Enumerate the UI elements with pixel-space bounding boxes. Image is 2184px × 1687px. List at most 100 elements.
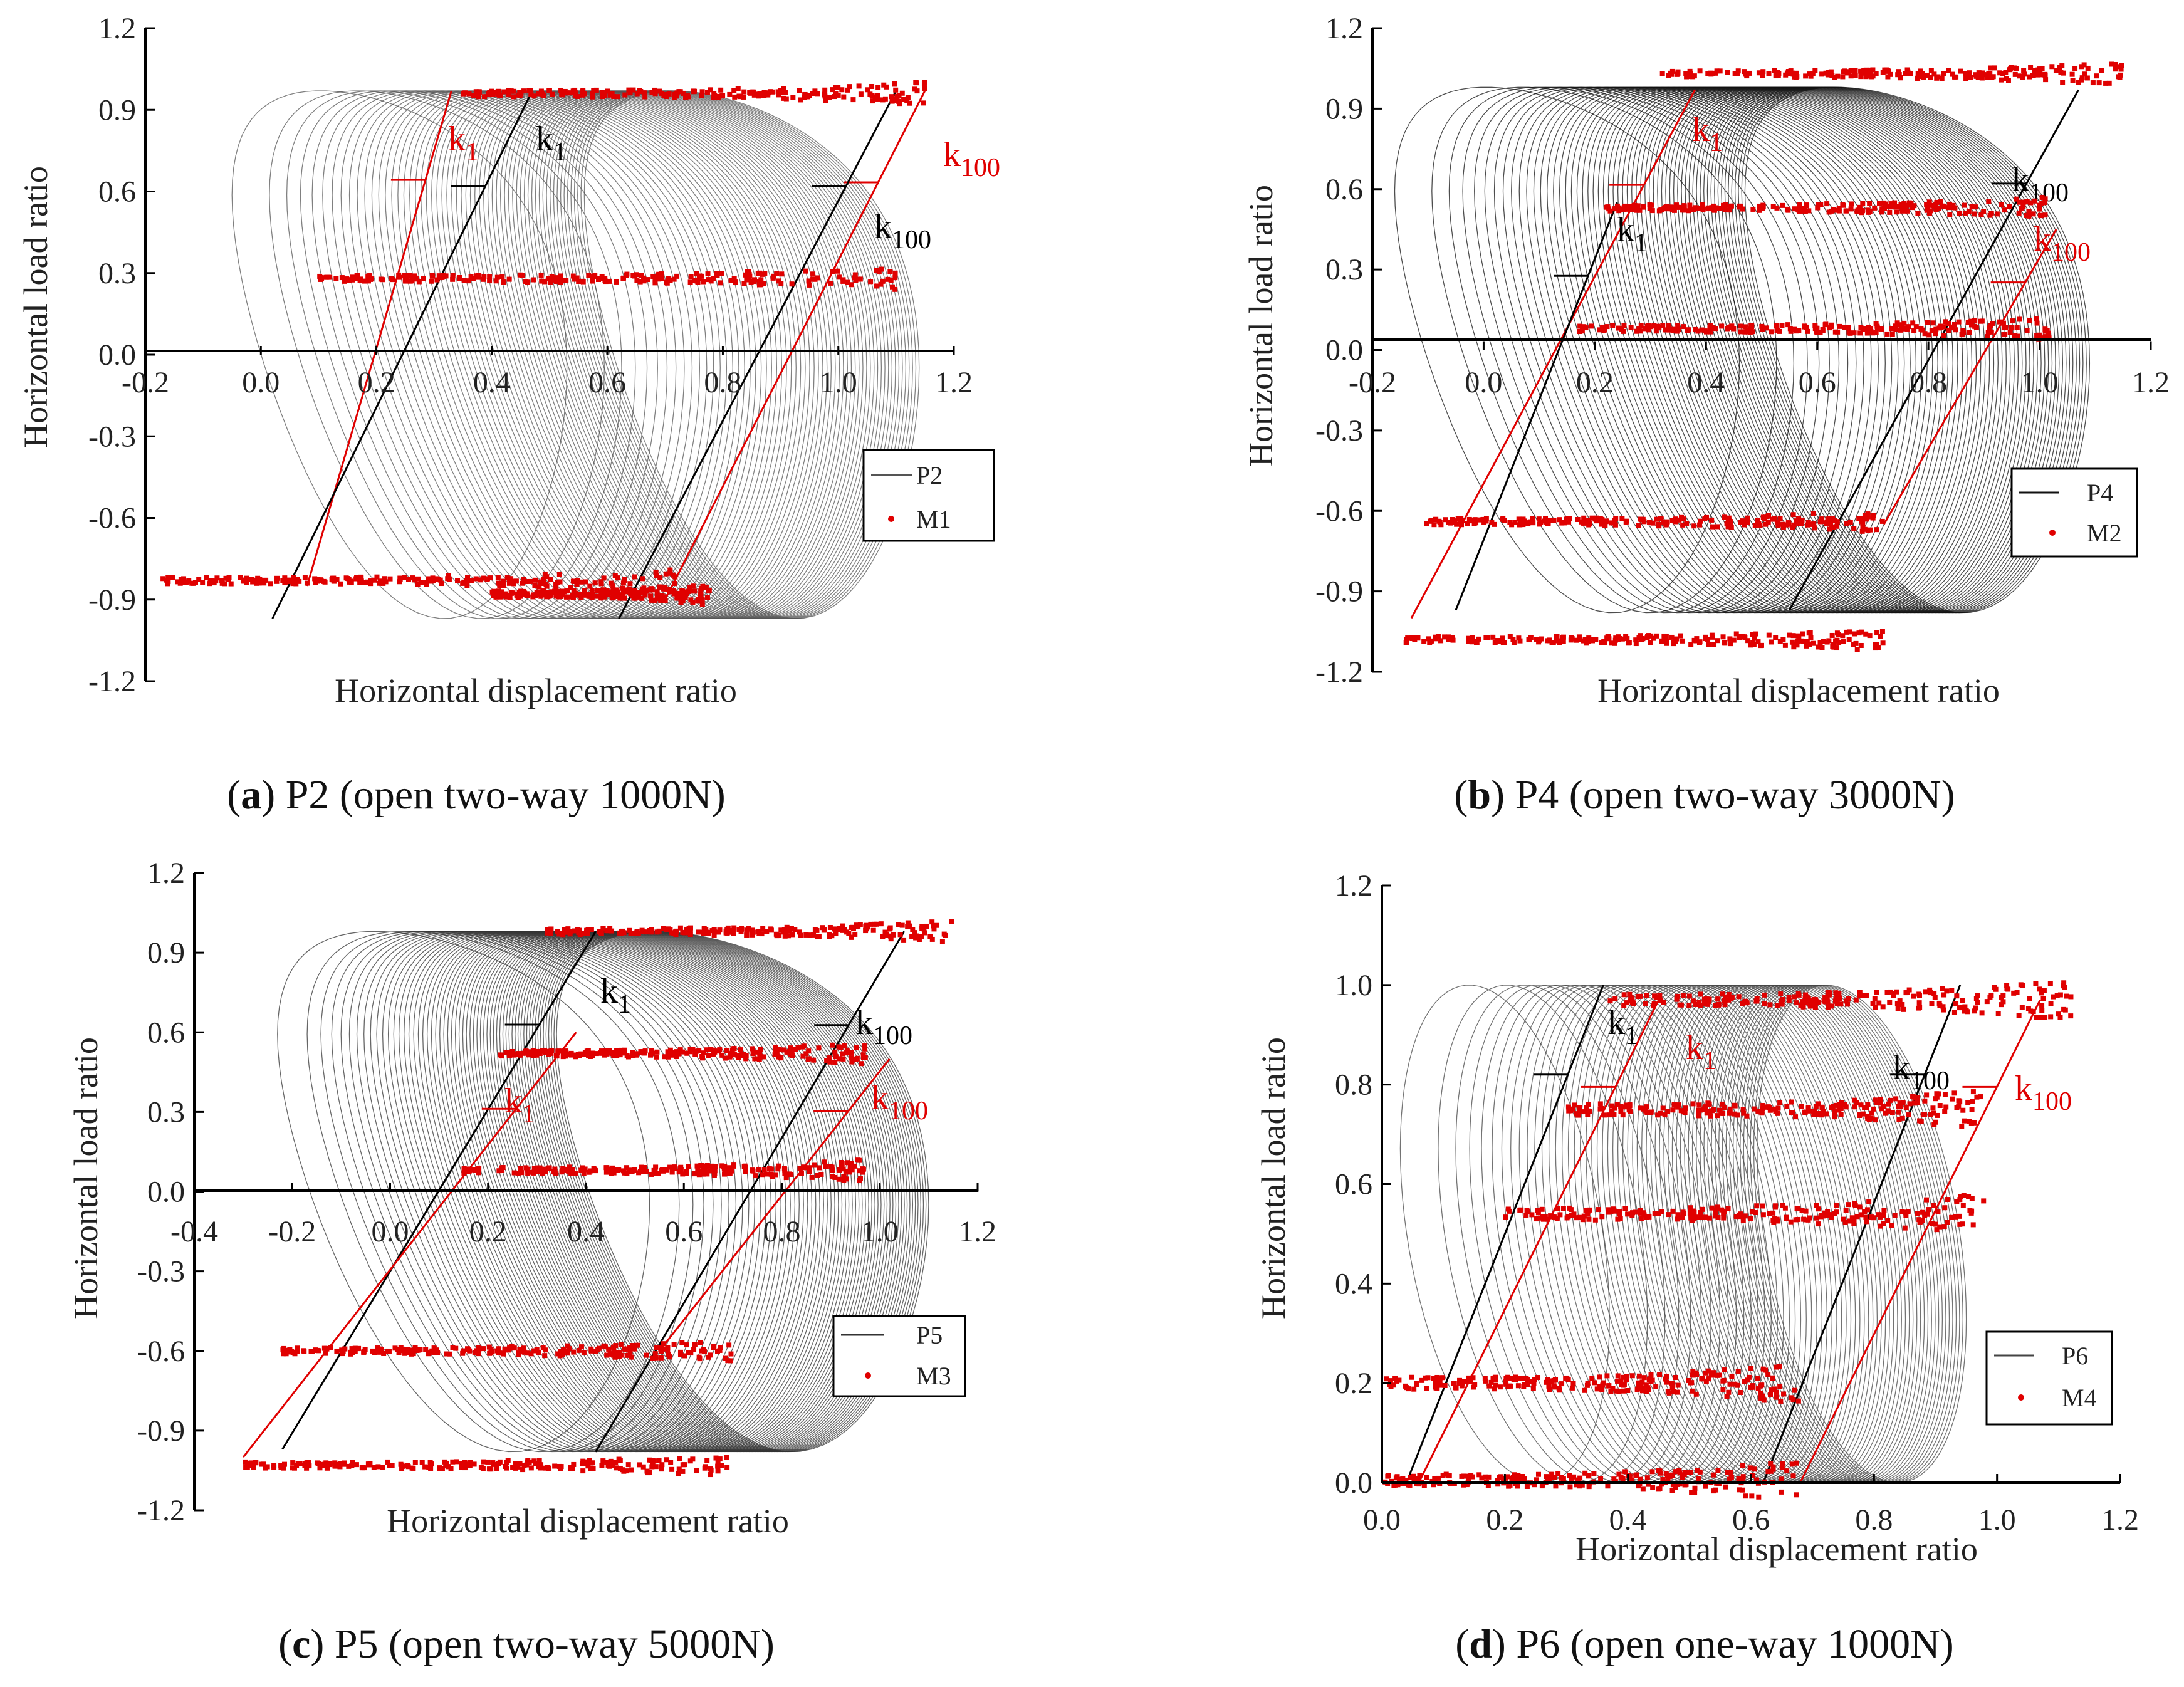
panel-d-scatter-point: [1871, 1215, 1876, 1221]
panel-b-scatter-point: [2014, 325, 2020, 330]
panel-b-scatter-point: [1893, 323, 1898, 329]
panel-b-scatter-point: [1797, 202, 1802, 207]
panel-a-scatter-point: [692, 88, 698, 94]
panel-d-scatter-point: [1746, 1374, 1752, 1380]
panel-b-scatter-point: [2027, 74, 2032, 80]
panel-b-scatter-point: [1775, 328, 1780, 333]
panel-b-scatter-points: [1403, 61, 2124, 652]
panel-d-scatter-point: [1675, 1104, 1681, 1109]
panel-b-scatter-point: [1946, 328, 1951, 333]
panel-b-scatter-point: [2119, 63, 2124, 68]
panel-d-legend: P6 M4: [1985, 1330, 2113, 1426]
panel-b-scatter-point: [1728, 204, 1733, 209]
panel-c-scatter-point: [528, 1351, 534, 1357]
panel-d-scatter-point: [1545, 1377, 1550, 1382]
panel-a-scatter-point: [608, 580, 614, 586]
panel-d-scatter-point: [1834, 1203, 1839, 1208]
panel-b-scatter-point: [1787, 71, 1792, 76]
panel-c-loop-35: [483, 931, 857, 1453]
panel-c-scatter-point: [725, 1358, 731, 1364]
panel-b-scatter-point: [1876, 201, 1882, 206]
panel-a-scatter-point: [487, 274, 493, 279]
panel-d-scatter-point: [1906, 1112, 1911, 1118]
panel-b-y-label: Horizontal load ratio: [1242, 185, 1280, 467]
panel-a-scatter-point: [546, 590, 552, 595]
panel-c-scatter-point: [529, 1169, 535, 1175]
panel-b-scatter-point: [1876, 645, 1881, 650]
panel-b-scatter-point: [1675, 323, 1681, 328]
panel-c-scatter-point: [497, 1459, 503, 1465]
panel-d-scatter-point: [1585, 1112, 1591, 1117]
panel-d-scatter-point: [1622, 1206, 1628, 1211]
panel-a-scatter-point: [675, 591, 681, 597]
panel-d-loop-49: [1718, 985, 1929, 1483]
panel-a-scatter-point: [318, 577, 323, 583]
panel-d-scatter-point: [1739, 1213, 1745, 1219]
panel-b-scatter-point: [2037, 202, 2042, 208]
panel-a-scatter-point: [544, 574, 550, 580]
panel-c-x-tick-label: 0.8: [763, 1215, 801, 1248]
panel-b-scatter-point: [1683, 71, 1689, 76]
panel-c-scatter-point: [543, 1465, 548, 1471]
panel-d-scatter-point: [1742, 1213, 1748, 1219]
panel-c-scatter-point: [617, 1354, 622, 1359]
panel-a-loop-43: [523, 90, 860, 619]
panel-d-y-tick-label: 0.2: [1335, 1367, 1372, 1400]
panel-b-scatter-point: [1860, 516, 1866, 521]
panel-b-scatter-point: [1858, 68, 1864, 74]
panel-b-k-label: k100: [2034, 220, 2091, 267]
panel-a-scatter-point: [652, 278, 658, 283]
panel-b-scatter-point: [1873, 645, 1878, 651]
panel-d-scatter-point: [1784, 1216, 1789, 1221]
panel-d-scatter-point: [1559, 1475, 1564, 1480]
panel-b-scatter-point: [1947, 201, 1953, 207]
panel-c-scatter-point: [466, 1168, 471, 1174]
panel-a-scatter-point: [481, 575, 487, 581]
panel-c-scatter-point: [629, 1354, 634, 1360]
panel-d-scatter-point: [1810, 1001, 1816, 1006]
panel-c-scatter-point: [664, 1457, 670, 1463]
panel-d-scatter-point: [1720, 991, 1725, 997]
panel-a-scatter-point: [595, 588, 600, 593]
panel-b-scatter-point: [1799, 208, 1805, 214]
panel-a-scatter-point: [421, 276, 426, 281]
panel-d-scatter-point: [1515, 1383, 1521, 1389]
panel-c-scatter-point: [731, 925, 737, 931]
panel-a-scatter-point: [353, 576, 359, 582]
panel-b-scatter-point: [2016, 211, 2022, 216]
panel-d-scatter-point: [1857, 990, 1863, 995]
panel-b-scatter-point: [1904, 208, 1910, 214]
panel-c-scatter-point: [743, 1169, 748, 1174]
panel-a-scatter-point: [466, 91, 472, 97]
panel-c-scatter-point: [462, 1465, 468, 1471]
panel-a-stiffness-line-k1: [271, 90, 533, 619]
panel-b-scatter-point: [1835, 329, 1841, 335]
panel-d-scatter-point: [1816, 1101, 1821, 1107]
panel-b-scatter-point: [1530, 516, 1535, 521]
panel-d-scatter-point: [1605, 1207, 1611, 1213]
panel-b-scatter-point: [1903, 205, 1908, 211]
panel-d-k-label: k1: [1686, 1028, 1716, 1075]
panel-c-scatter-point: [617, 1465, 623, 1471]
panel-d-scatter-point: [1960, 1107, 1966, 1113]
panel-d-scatter-point: [1571, 1474, 1577, 1480]
panel-d-scatter-point: [1421, 1483, 1427, 1488]
panel-b-scatter-point: [1965, 320, 1971, 325]
panel-d-scatter-point: [1547, 1379, 1553, 1384]
panel-c-scatter-point: [630, 1343, 635, 1349]
panel-b-scatter-point: [1933, 326, 1939, 332]
panel-a-scatter-point: [508, 88, 514, 94]
panel-d-scatter-point: [1966, 1194, 1972, 1199]
panel-a-scatter-point: [554, 279, 560, 285]
panel-c-scatter-point: [673, 932, 679, 938]
panel-a-scatter-point: [455, 578, 461, 583]
panel-a-x-tick-label: 0.8: [704, 366, 741, 399]
panel-d-x-label: Horizontal displacement ratio: [1575, 1530, 1978, 1568]
panel-a-scatter-point: [590, 91, 595, 97]
panel-d-scatter-point: [1624, 1000, 1629, 1006]
panel-d-scatter-point: [1702, 1001, 1708, 1006]
panel-d-scatter-point: [1959, 1124, 1965, 1129]
panel-d-scatter-point: [1555, 1206, 1560, 1211]
panel-d-scatter-point: [1881, 1208, 1887, 1213]
